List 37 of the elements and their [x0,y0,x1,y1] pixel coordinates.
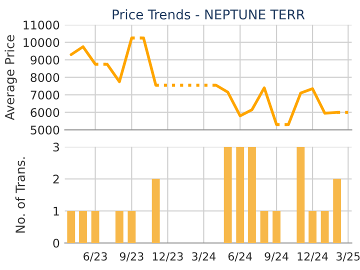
x-tick-label: 6/24 [228,252,252,262]
bar [79,210,87,243]
y-tick-label: 0 [53,238,60,248]
x-tick-label: 3/24 [192,252,216,262]
y-tick-label: 10000 [24,38,60,47]
y-tick-label: 7000 [30,90,60,100]
y-tick-label: 2 [53,174,59,184]
bar [308,210,316,243]
x-tick-label: 3/25 [336,252,360,262]
chart-title: Price Trends - NEPTUNE TERR [112,9,305,20]
bar [115,210,124,243]
x-tick-label: 6/23 [84,252,107,262]
y-tick-label: 9000 [30,56,60,65]
bar [91,210,100,243]
x-tick-label: 9/23 [120,252,144,262]
y-tick-label: 3 [53,142,59,152]
x-tick-label: 12/23 [152,252,183,262]
y-tick-label: 1 [54,206,59,216]
bar [248,146,256,243]
y-tick-label: 11000 [24,20,60,30]
bar [272,210,280,243]
bar [260,210,268,243]
bar [296,146,305,243]
bar [333,178,342,243]
y-tick-label: 8000 [30,73,60,82]
bar [67,210,76,243]
x-tick-label: 12/24 [298,252,328,262]
y-axis-title: No. of Trans. [15,157,26,233]
bar [320,210,329,243]
bar [224,146,232,243]
bar [236,146,244,243]
y-tick-label: 6000 [30,108,60,118]
y-tick-label: 5000 [30,126,60,135]
bar [128,210,136,243]
x-tick-label: 9/24 [264,252,288,262]
bar [152,178,160,243]
y-axis-title: Average Price [4,35,17,120]
